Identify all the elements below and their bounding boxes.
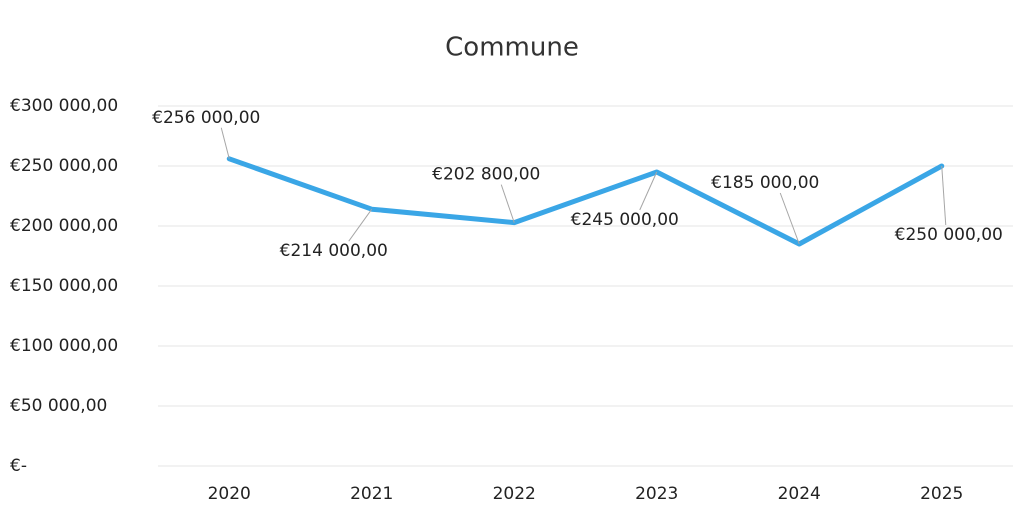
line-series (226, 156, 945, 247)
y-tick-label: €300 000,00 (10, 96, 118, 116)
data-label: €185 000,00 (711, 173, 819, 193)
data-label: €214 000,00 (280, 241, 388, 261)
chart-title: Commune (445, 33, 579, 63)
data-label: €245 000,00 (571, 210, 679, 230)
y-tick-label: €200 000,00 (10, 216, 118, 236)
y-tick-label: €- (10, 456, 27, 476)
leader-line (348, 208, 373, 242)
leader-line (779, 192, 800, 245)
x-tick-label: 2021 (350, 484, 393, 504)
y-tick-label: €250 000,00 (10, 156, 118, 176)
data-label: €256 000,00 (152, 108, 260, 128)
y-tick-label: €50 000,00 (10, 396, 107, 416)
y-tick-label: €150 000,00 (10, 276, 118, 296)
x-tick-label: 2024 (778, 484, 821, 504)
leader-line (639, 171, 658, 211)
leader-line (500, 184, 515, 223)
data-label: €202 800,00 (432, 165, 540, 185)
leader-line (941, 165, 947, 226)
x-tick-label: 2023 (635, 484, 678, 504)
y-tick-label: €100 000,00 (10, 336, 118, 356)
data-label: €250 000,00 (895, 225, 1003, 245)
x-tick-label: 2025 (920, 484, 963, 504)
leader-line (220, 127, 230, 159)
x-tick-label: 2022 (493, 484, 536, 504)
x-tick-label: 2020 (208, 484, 251, 504)
